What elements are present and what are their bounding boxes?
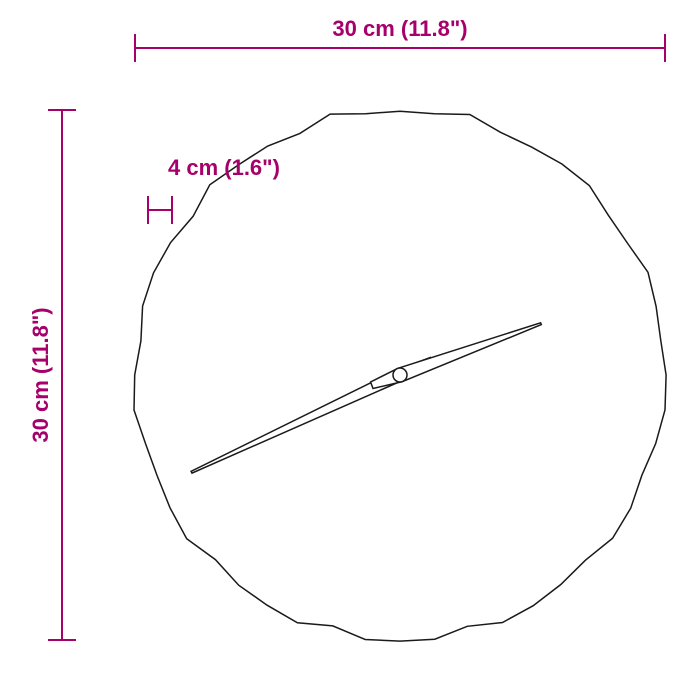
width-dimension-label: 30 cm (11.8") (332, 16, 467, 41)
height-dimension-label: 30 cm (11.8") (28, 307, 53, 442)
clock-hub (393, 368, 407, 382)
thickness-dimension-label: 4 cm (1.6") (168, 155, 280, 180)
dimension-diagram: 30 cm (11.8") 30 cm (11.8") 4 cm (1.6") (0, 0, 700, 700)
